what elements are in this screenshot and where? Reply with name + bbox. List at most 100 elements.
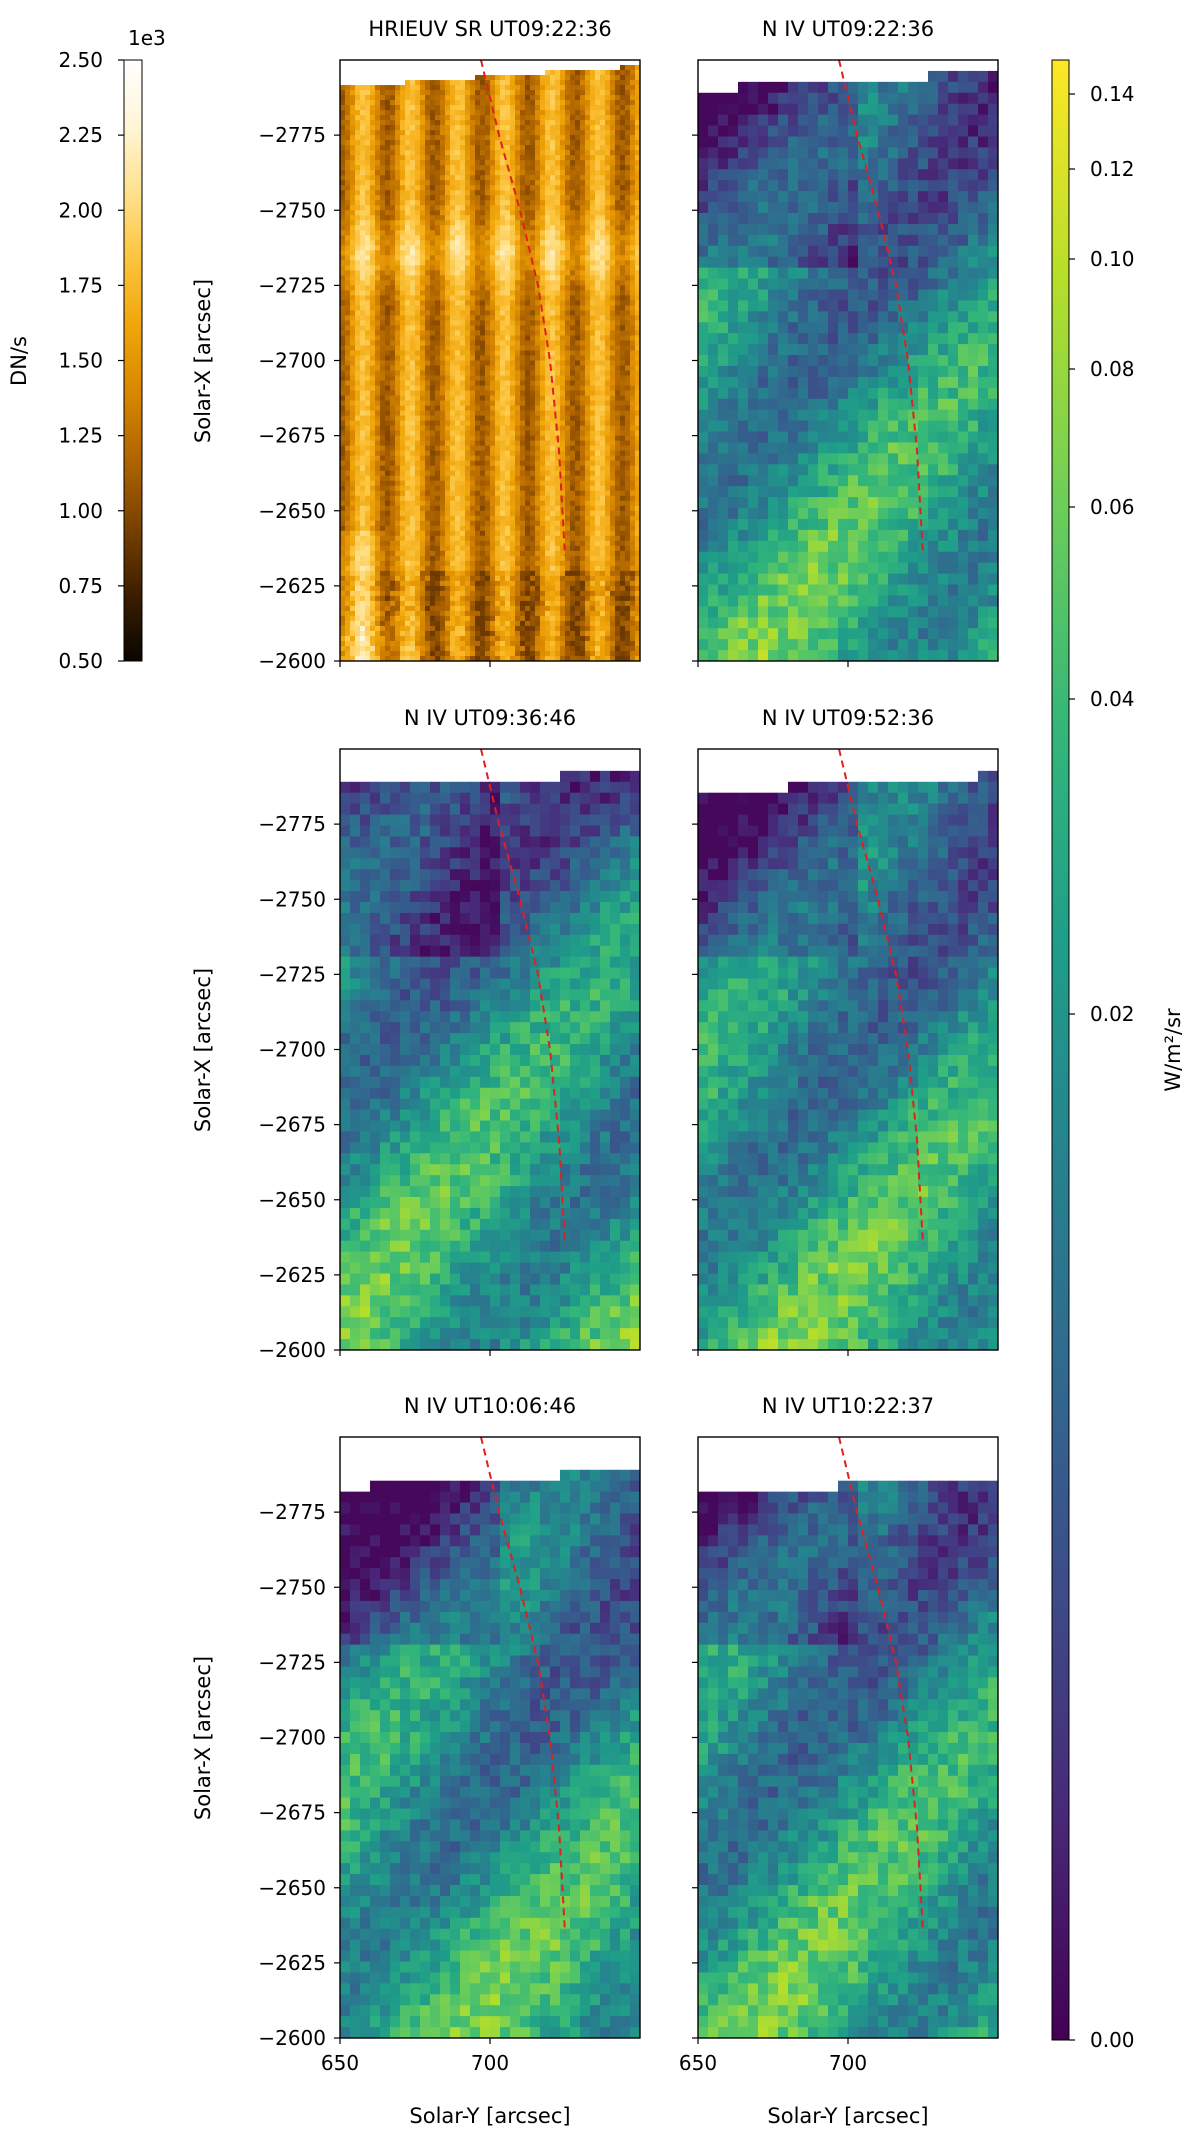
pixel-cell [535, 430, 541, 437]
pixel-cell [545, 350, 551, 357]
pixel-cell [530, 525, 536, 532]
pixel-cell [535, 485, 541, 492]
pixel-cell [425, 450, 431, 457]
pixel-cell [485, 195, 491, 201]
pixel-cell [475, 160, 481, 166]
pixel-cell [445, 500, 451, 507]
pixel-cell [370, 95, 376, 101]
pixel-cell [540, 215, 546, 221]
pixel-cell [395, 405, 401, 412]
pixel-cell [420, 420, 426, 427]
pixel-cell [475, 125, 481, 131]
pixel-cell [540, 170, 546, 176]
pixel-cell [350, 645, 356, 652]
pixel-cell [520, 135, 526, 141]
pixel-cell [455, 490, 461, 497]
pixel-cell [460, 370, 466, 377]
pixel-cell [420, 95, 426, 101]
pixel-cell [485, 125, 491, 131]
pixel-cell [415, 545, 421, 552]
pixel-cell [470, 175, 476, 181]
pixel-cell [415, 130, 421, 136]
pixel-cell [540, 145, 546, 151]
pixel-cell [525, 300, 531, 307]
pixel-cell [510, 165, 516, 171]
pixel-cell [435, 160, 441, 166]
pixel-cell [340, 380, 346, 387]
pixel-cell [375, 150, 381, 156]
pixel-cell [550, 210, 556, 216]
pixel-cell [400, 515, 406, 522]
pixel-cell [495, 110, 501, 116]
pixel-cell [355, 180, 361, 186]
pixel-cell [420, 655, 426, 661]
pixel-cell [455, 205, 461, 211]
pixel-cell [360, 635, 366, 642]
pixel-cell [450, 250, 456, 256]
pixel-cell [380, 545, 386, 552]
pixel-cell [405, 615, 411, 622]
pixel-cell [395, 410, 401, 417]
pixel-cell [440, 270, 446, 276]
pixel-cell [370, 535, 376, 542]
pixel-cell [505, 625, 511, 632]
pixel-cell [425, 580, 431, 587]
pixel-cell [385, 355, 391, 362]
pixel-cell [420, 260, 426, 266]
pixel-cell [440, 545, 446, 552]
pixel-cell [485, 300, 491, 307]
pixel-cell [405, 205, 411, 211]
pixel-cell [370, 150, 376, 156]
pixel-cell [355, 305, 361, 312]
pixel-cell [410, 420, 416, 427]
pixel-cell [375, 475, 381, 482]
pixel-cell [385, 450, 391, 457]
pixel-cell [460, 535, 466, 542]
pixel-cell [510, 115, 516, 121]
pixel-cell [535, 245, 541, 251]
pixel-cell [475, 385, 481, 392]
pixel-cell [455, 550, 461, 557]
pixel-cell [445, 380, 451, 387]
pixel-cell [505, 585, 511, 592]
pixel-cell [540, 180, 546, 186]
pixel-cell [340, 85, 346, 91]
pixel-cell [460, 300, 466, 307]
pixel-cell [355, 210, 361, 216]
pixel-cell [440, 205, 446, 211]
pixel-cell [520, 390, 526, 397]
pixel-cell [370, 310, 376, 317]
pixel-cell [385, 600, 391, 607]
pixel-cell [495, 200, 501, 206]
pixel-cell [400, 315, 406, 322]
pixel-cell [390, 150, 396, 156]
pixel-cell [415, 120, 421, 126]
pixel-cell [375, 120, 381, 126]
pixel-cell [345, 285, 351, 291]
pixel-cell [425, 85, 431, 91]
pixel-cell [365, 490, 371, 497]
pixel-cell [370, 345, 376, 352]
pixel-cell [380, 325, 386, 332]
pixel-cell [535, 615, 541, 622]
pixel-cell [375, 465, 381, 472]
pixel-cell [375, 645, 381, 652]
pixel-cell [340, 210, 346, 216]
pixel-cell [500, 250, 506, 256]
pixel-cell [520, 475, 526, 482]
pixel-cell [525, 305, 531, 312]
pixel-cell [395, 130, 401, 136]
pixel-cell [545, 180, 551, 186]
pixel-cell [495, 430, 501, 437]
pixel-cell [455, 140, 461, 146]
pixel-cell [395, 640, 401, 647]
pixel-cell [405, 625, 411, 632]
pixel-cell [520, 505, 526, 512]
pixel-cell [490, 485, 496, 492]
pixel-cell [360, 285, 366, 291]
pixel-cell [485, 100, 491, 106]
pixel-cell [525, 435, 531, 442]
pixel-cell [365, 635, 371, 642]
pixel-cell [360, 375, 366, 382]
pixel-cell [550, 110, 556, 116]
